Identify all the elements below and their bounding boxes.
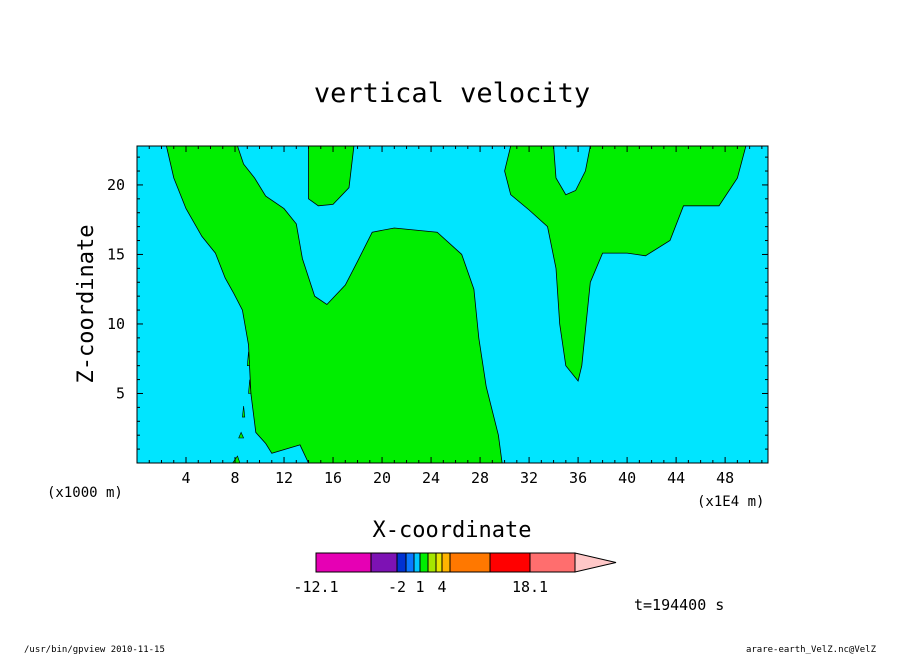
colorbar-label: -12.1 [293, 578, 338, 596]
x-unit-right: (x1E4 m) [697, 494, 764, 510]
y-axis: 5 10 15 20 [107, 156, 768, 450]
plot-area [136, 145, 769, 464]
colorbar-swatch [396, 552, 407, 573]
colorbar-label: -2 [388, 578, 406, 596]
x-tick-label: 4 [181, 469, 190, 487]
colorbar-label: 18.1 [512, 578, 548, 596]
x-unit-left: (x1000 m) [47, 485, 123, 501]
x-tick-label: 12 [275, 469, 293, 487]
colorbar-swatch [489, 552, 531, 573]
colorbar-extend-arrow [574, 552, 617, 573]
colorbar-swatch [419, 552, 429, 573]
contour-island-5 [246, 351, 251, 367]
x-tick-label: 28 [471, 469, 489, 487]
x-tick-label: 32 [520, 469, 538, 487]
footer-right: arare-earth_VelZ.nc@VelZ [746, 645, 877, 654]
x-tick-label: 16 [324, 469, 342, 487]
y-tick-label: 20 [107, 176, 125, 194]
plot-frame [136, 145, 769, 464]
contour-main-updraft [165, 145, 503, 464]
x-tick-label: 44 [667, 469, 685, 487]
y-tick-label: 10 [107, 315, 125, 333]
x-tick-label: 40 [618, 469, 636, 487]
y-axis-label: Z-coordinate [74, 225, 99, 384]
contour-island-3 [242, 405, 246, 418]
x-tick-label: 20 [373, 469, 391, 487]
contour-upper-cell-b [504, 145, 747, 382]
colorbar-label: 4 [437, 578, 446, 596]
y-tick-label: 5 [116, 384, 125, 402]
contour-island-2 [238, 431, 245, 439]
colorbar: -12.1 -2 1 4 18.1 [293, 552, 617, 596]
colorbar-label: 1 [415, 578, 424, 596]
x-tick-label: 8 [231, 469, 240, 487]
colorbar-swatch [529, 552, 576, 573]
x-axis: 4 8 12 16 20 24 28 32 36 40 44 48 [148, 146, 763, 487]
colorbar-swatch [370, 552, 398, 573]
x-axis-label: X-coordinate [373, 518, 532, 543]
chart-title: vertical velocity [314, 78, 590, 109]
colorbar-swatch [435, 552, 443, 573]
contour-island-4 [248, 379, 252, 394]
footer-left: /usr/bin/gpview 2010-11-15 [24, 645, 165, 654]
colorbar-swatch [315, 552, 372, 573]
colorbar-swatch [427, 552, 437, 573]
x-tick-label: 48 [716, 469, 734, 487]
colorbar-swatch [413, 552, 421, 573]
y-tick-label: 15 [107, 245, 125, 263]
x-tick-label: 36 [569, 469, 587, 487]
colorbar-swatch [405, 552, 415, 573]
time-label: t=194400 s [634, 596, 724, 614]
colorbar-swatch [441, 552, 451, 573]
colorbar-swatch [449, 552, 491, 573]
x-tick-label: 24 [422, 469, 440, 487]
